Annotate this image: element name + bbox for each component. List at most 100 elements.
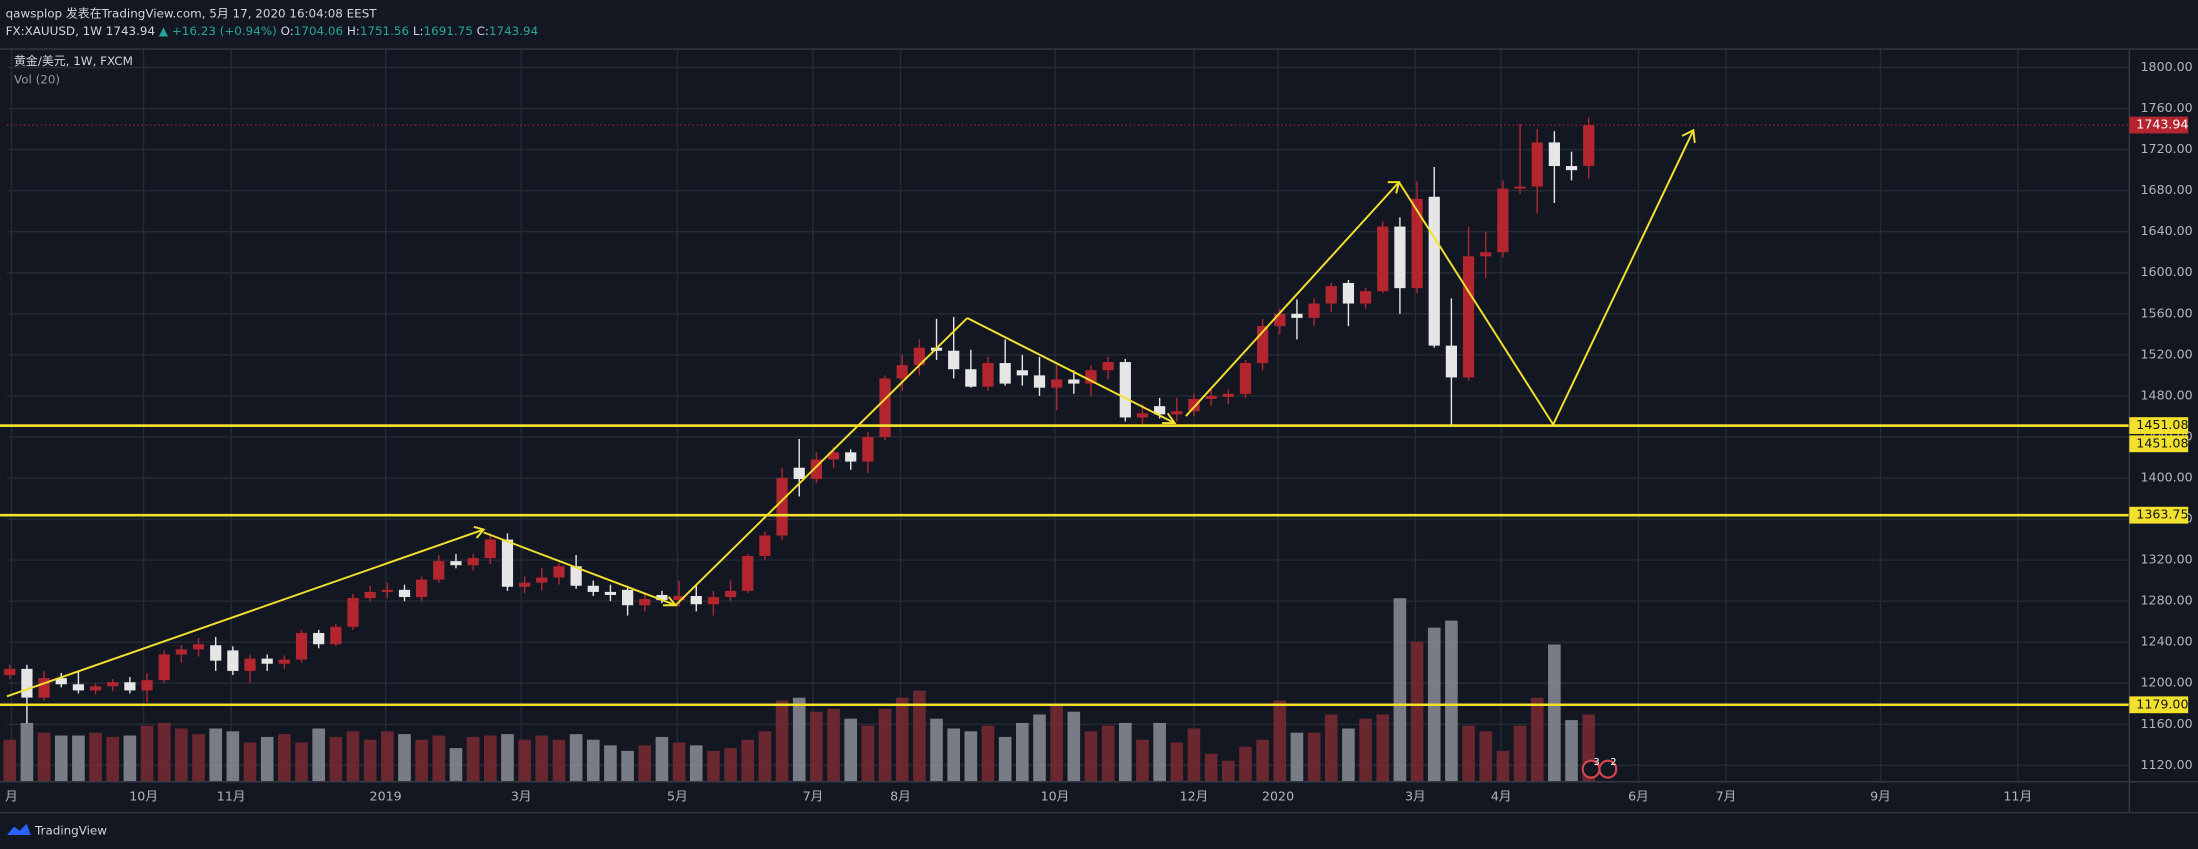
candle-body xyxy=(1445,345,1458,378)
volume-bar xyxy=(1359,718,1372,782)
candle-body xyxy=(416,579,428,598)
candle-body xyxy=(1033,375,1046,388)
volume-bar xyxy=(140,725,154,782)
x-tick-label: 3月 xyxy=(511,789,532,804)
candle-body xyxy=(1291,313,1303,318)
candle-body xyxy=(89,686,102,691)
volume-bar xyxy=(1067,711,1081,782)
volume-bar xyxy=(1445,620,1458,782)
candle-body xyxy=(1342,283,1355,304)
candle-body xyxy=(55,678,67,685)
candle-body xyxy=(1016,370,1028,376)
volume-bar xyxy=(861,725,875,782)
close-value: 1743.94 xyxy=(489,23,538,37)
candle-body xyxy=(107,682,119,687)
candle-body xyxy=(330,626,342,645)
candle-body xyxy=(1188,398,1200,412)
candle-body xyxy=(1102,362,1114,371)
candle-body xyxy=(1154,406,1166,415)
volume-bar xyxy=(1187,728,1201,782)
volume-bar xyxy=(569,734,583,782)
candle-body xyxy=(484,539,496,559)
candle-body xyxy=(536,577,548,583)
volume-bar xyxy=(930,718,943,782)
volume-bar xyxy=(672,742,686,782)
candle-layer xyxy=(4,117,1595,724)
x-tick-label: 9月 xyxy=(1870,789,1891,804)
last-price: 1743.94 xyxy=(106,23,155,37)
candle-body xyxy=(862,436,874,462)
level-label: 1179.00 xyxy=(2136,696,2188,711)
candle-body xyxy=(965,369,977,387)
volume-bar xyxy=(518,739,531,782)
x-tick-label: 11月 xyxy=(217,789,246,804)
volume-bar xyxy=(1119,722,1132,782)
candle-body xyxy=(1308,303,1320,318)
candle-body xyxy=(1136,413,1149,418)
volume-bar xyxy=(432,735,446,782)
open-value: 1704.06 xyxy=(294,23,343,37)
volume-bar xyxy=(1513,725,1527,782)
candle-body xyxy=(381,589,393,592)
volume-bar xyxy=(535,735,549,782)
candle-body xyxy=(1274,313,1286,327)
x-tick-label: 8月 xyxy=(890,789,911,804)
volume-bar xyxy=(1496,750,1510,782)
volume-bar xyxy=(1376,714,1390,782)
level-tag xyxy=(2129,506,2189,524)
grid xyxy=(7,49,2130,782)
x-tick-label: 12月 xyxy=(1180,789,1209,804)
y-tick-label: 1400.00 xyxy=(2141,469,2193,484)
volume-bar xyxy=(1016,722,1029,782)
x-tick-label: 3月 xyxy=(1405,789,1426,804)
candle-body xyxy=(1394,226,1406,289)
trend-line xyxy=(674,317,968,606)
y-tick-label: 1600.00 xyxy=(2141,264,2193,279)
candle-body xyxy=(1480,252,1492,257)
volume-bar xyxy=(329,736,343,782)
volume-bar xyxy=(346,731,360,782)
volume-bar xyxy=(20,722,34,782)
volume-bar xyxy=(1170,742,1184,782)
candle-body xyxy=(896,365,908,379)
candle-body xyxy=(879,378,891,437)
volume-bar xyxy=(1479,731,1493,782)
candle-body xyxy=(845,452,857,462)
volume-bar xyxy=(947,728,960,782)
axes: 1120.00 1160.00 1200.00 1240.00 1280.00 1320.… xyxy=(5,59,2193,804)
volume-bar xyxy=(363,739,377,782)
volume-bar xyxy=(724,748,737,782)
candle-body xyxy=(982,363,994,387)
candle-body xyxy=(827,452,840,460)
volume-bar xyxy=(381,731,394,782)
candle-body xyxy=(1325,286,1337,304)
candle-body xyxy=(1051,379,1063,388)
brand-logo xyxy=(7,823,31,835)
candle-body xyxy=(913,347,925,366)
arrow-head xyxy=(1681,128,1696,144)
candle-body xyxy=(38,678,50,698)
volume-bar xyxy=(1050,704,1063,782)
ohlc-label: O: xyxy=(281,23,294,37)
volume-bar xyxy=(1290,732,1304,782)
brand: TradingView xyxy=(34,823,107,837)
candle-body xyxy=(1531,142,1543,187)
candle-body xyxy=(1359,291,1372,304)
candle-body xyxy=(1462,256,1475,378)
candle-body xyxy=(210,645,222,661)
volume-bar xyxy=(157,722,171,782)
candle-body xyxy=(1171,411,1183,415)
y-tick-label: 1160.00 xyxy=(2141,716,2193,731)
volume-legend: Vol (20) xyxy=(14,72,60,86)
level-label: 1363.75 xyxy=(2136,507,2188,522)
candle-body xyxy=(295,632,308,660)
candle-body xyxy=(776,477,788,536)
y-tick-label: 1680.00 xyxy=(2141,182,2193,197)
volume-bar xyxy=(1530,697,1544,782)
candle-body xyxy=(742,555,754,591)
candle-body xyxy=(553,566,565,578)
x-tick-label: 7月 xyxy=(1716,789,1737,804)
y-tick-label: 1560.00 xyxy=(2141,305,2193,320)
volume-bar xyxy=(37,732,51,782)
